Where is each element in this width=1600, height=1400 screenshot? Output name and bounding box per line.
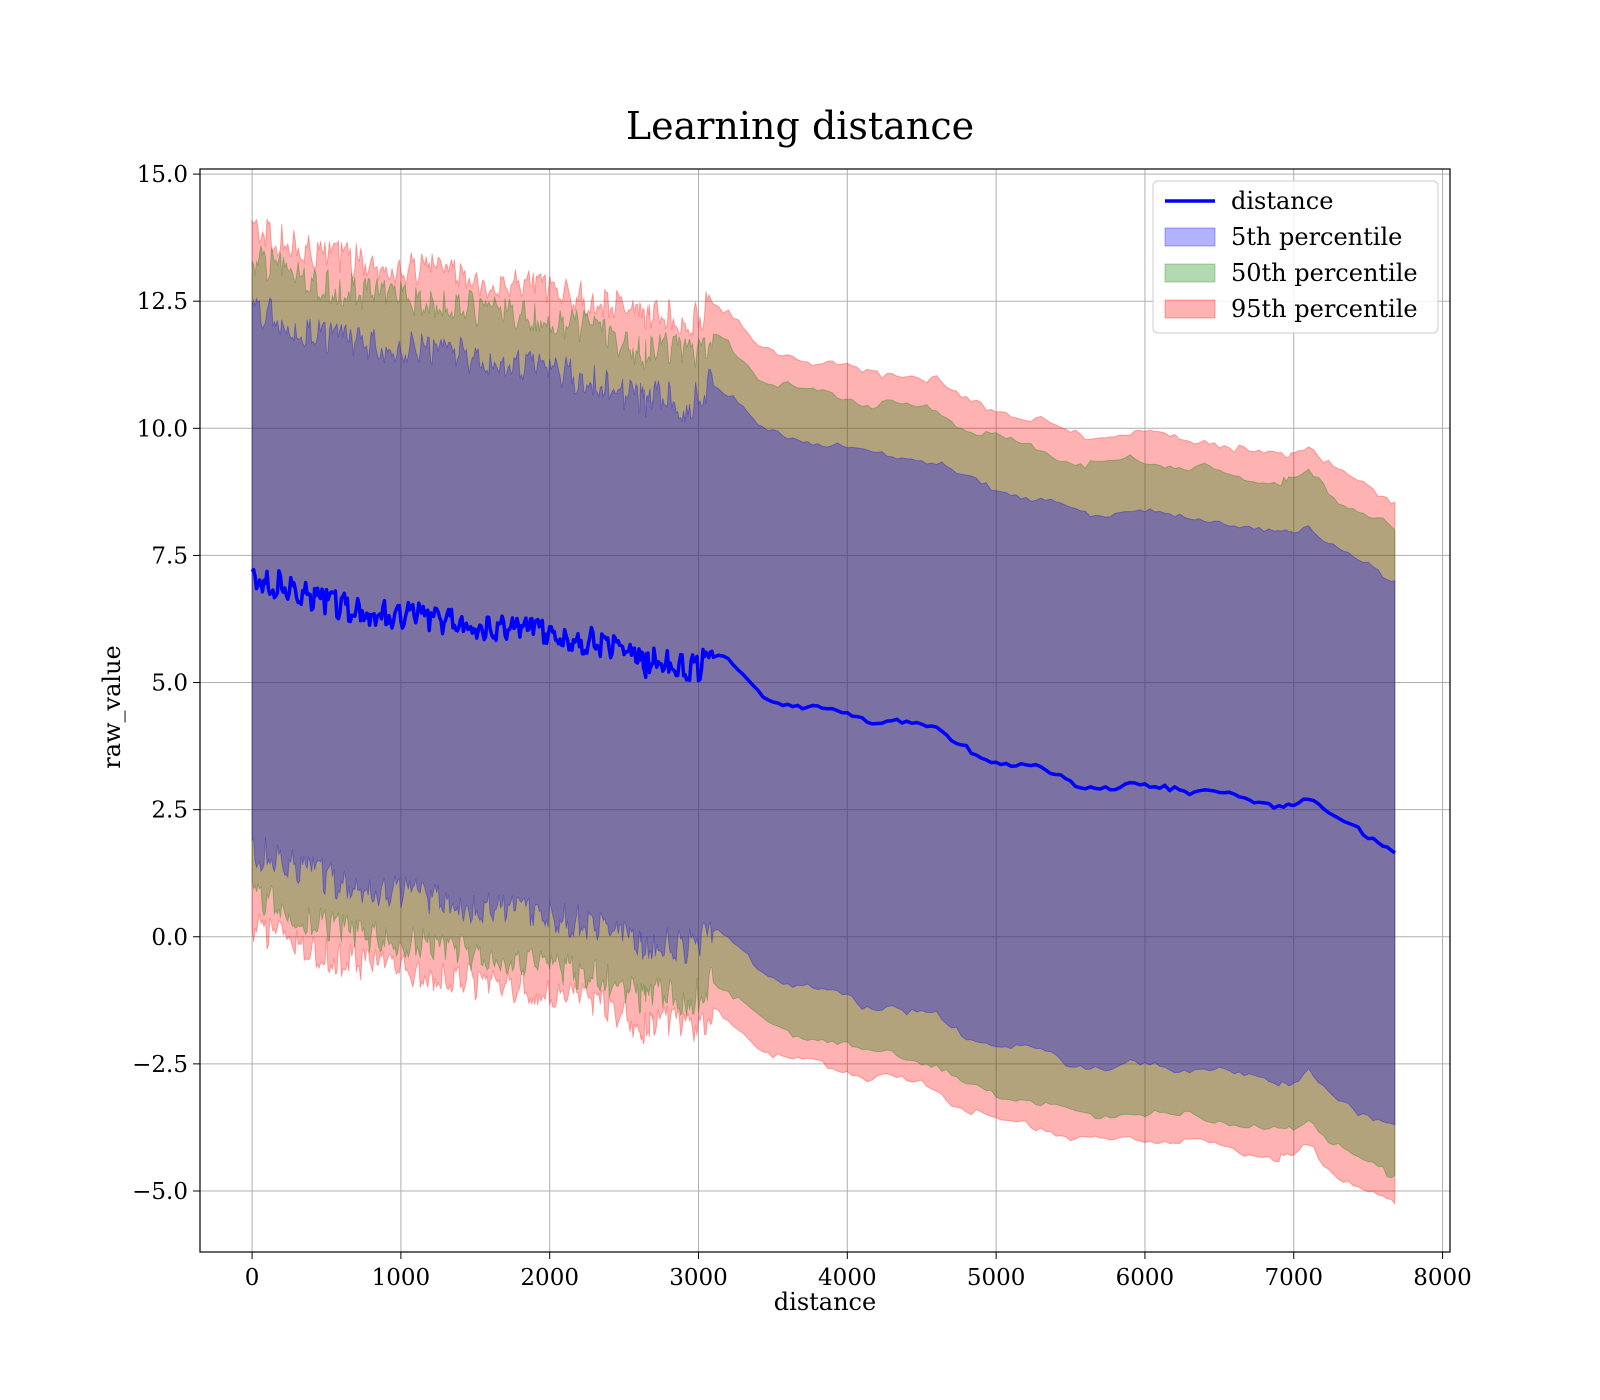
legend-swatch-band <box>1164 227 1216 247</box>
x-tick-label: 3000 <box>669 1265 728 1291</box>
y-tick-label: 7.5 <box>151 543 188 569</box>
x-tick-label: 1000 <box>372 1265 431 1291</box>
legend-label: 50th percentile <box>1231 259 1418 287</box>
y-tick-label: 5.0 <box>151 671 188 697</box>
legend-label: 5th percentile <box>1231 223 1402 251</box>
y-tick-label: −2.5 <box>132 1052 188 1078</box>
y-axis-label: raw_value <box>98 645 126 769</box>
y-tick-label: 12.5 <box>137 289 188 315</box>
series-line-distance <box>250 567 1396 855</box>
x-axis-label: distance <box>773 1288 877 1316</box>
x-tick-label: 5000 <box>967 1265 1026 1291</box>
legend-label: 95th percentile <box>1231 295 1418 323</box>
band-5th-percentile <box>251 296 1396 1126</box>
band-50th-percentile <box>251 245 1396 1179</box>
y-tick-label: 10.0 <box>137 416 188 442</box>
x-tick-label: 7000 <box>1264 1265 1323 1291</box>
y-tick-label: 2.5 <box>151 798 188 824</box>
x-tick-label: 4000 <box>818 1265 877 1291</box>
y-tick-label: 15.0 <box>137 162 188 188</box>
legend-swatch-band <box>1164 299 1216 319</box>
x-tick-label: 8000 <box>1413 1265 1472 1291</box>
x-tick-label: 0 <box>245 1265 260 1291</box>
legend-box <box>1152 180 1439 334</box>
x-tick-label: 6000 <box>1116 1265 1175 1291</box>
y-tick-label: 0.0 <box>151 925 188 951</box>
x-tick-label: 2000 <box>520 1265 579 1291</box>
legend-label: distance <box>1231 187 1333 215</box>
chart-title: Learning distance <box>625 104 975 148</box>
band-95th-percentile <box>251 217 1396 1206</box>
legend-swatch-band <box>1164 263 1216 283</box>
plot-frame <box>199 168 1451 1253</box>
y-tick-label: −5.0 <box>132 1179 188 1205</box>
